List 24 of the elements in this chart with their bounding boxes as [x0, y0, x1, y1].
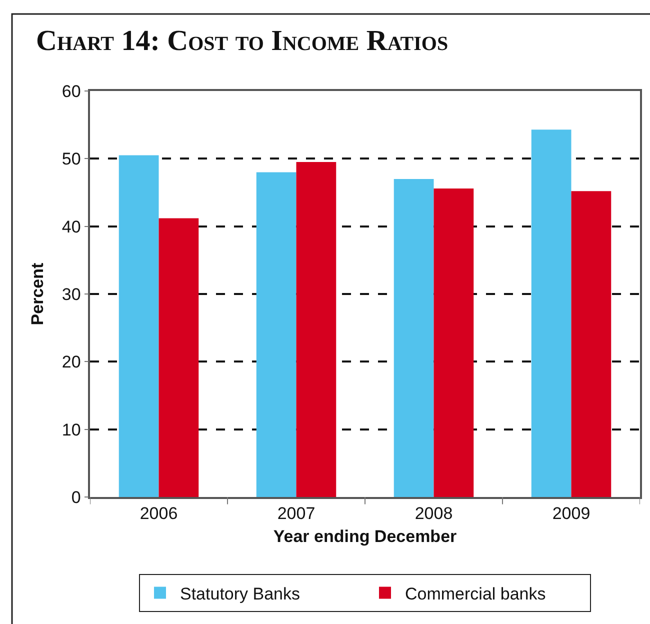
y-tick-label: 60	[62, 82, 81, 101]
legend-label: Statutory Banks	[180, 584, 300, 604]
y-tick-label: 50	[62, 150, 81, 169]
bar	[434, 188, 474, 497]
x-tick-label: 2008	[414, 504, 453, 524]
y-axis-title: Percent	[28, 262, 47, 326]
x-tick-label: 2009	[552, 504, 590, 524]
bar	[394, 178, 434, 497]
bar	[256, 172, 296, 497]
x-axis-title: Year ending December	[273, 527, 458, 546]
bar	[571, 191, 612, 497]
x-tick-label: 2007	[277, 504, 316, 524]
x-tick-label: 2006	[140, 504, 178, 524]
legend-label: Commercial banks	[405, 584, 546, 604]
bar	[531, 130, 572, 497]
bar	[158, 218, 199, 497]
y-tick-label: 10	[62, 420, 81, 440]
y-tick-label: 30	[62, 284, 81, 304]
bar	[118, 155, 159, 497]
y-tick-label: 20	[62, 352, 81, 372]
y-tick-label: 0	[71, 488, 81, 507]
bar	[296, 162, 336, 497]
chart-title: Chart 14: Cost to Income Ratios	[36, 25, 448, 58]
y-tick-label: 40	[62, 217, 81, 236]
